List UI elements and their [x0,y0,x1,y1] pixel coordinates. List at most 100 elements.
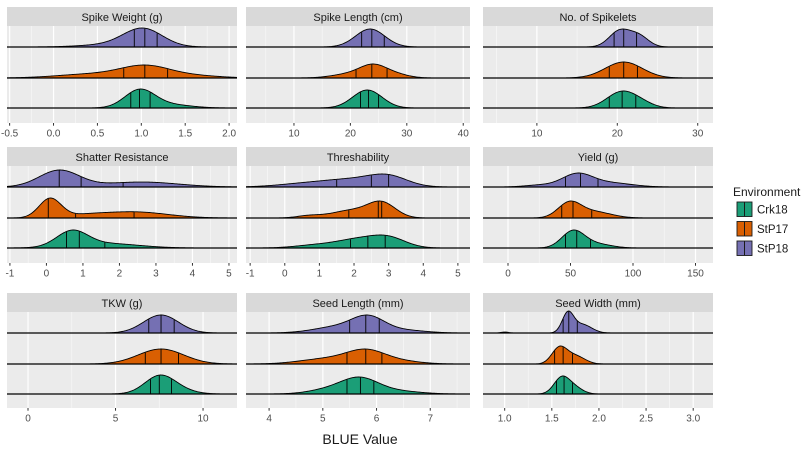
ridge-outline [246,234,470,249]
ridge-stp18 [6,169,238,188]
ridge-outline [483,172,713,188]
x-axis-tick-label: 5 [455,269,461,280]
ridge-crk18 [483,90,713,109]
x-axis-tick-label: 4 [266,414,272,425]
ridge-stp17 [246,200,470,219]
ridge-outline [246,63,470,79]
ridge-fill [246,349,470,364]
ridge-outline [245,348,470,365]
legend-title: Environment [733,185,801,199]
x-axis-tick-label: 0.5 [90,129,104,140]
ridge-outline [483,310,713,334]
ridge-stp17 [483,61,713,79]
x-axis-tick-label: 2.5 [639,414,653,425]
x-axis-tick-label: 40 [458,129,470,140]
x-axis-tick-label: 5 [226,269,232,280]
ridge-outline [246,28,470,48]
ridge-crk18 [483,375,713,395]
facet-strip [246,147,470,166]
ridge-fill [7,28,237,47]
x-axis-tick-label: 2.0 [222,129,236,140]
x-axis-tick-label: 150 [687,269,704,280]
ridge-fill [483,91,713,108]
ridge-stp18 [246,28,470,48]
facet-yield-g: Yield (g) 0 50 100 150 [483,147,713,280]
facet-title: Yield (g) [578,152,619,164]
facet-seed-length-mm: Seed Length (mm) 4 5 6 7 [245,293,471,425]
facet-strip [7,7,237,26]
facet-shatter-resistance: Shatter Resistance -1 0 1 2 3 4 5 [5,147,238,280]
ridge-crk18 [483,229,713,249]
ridge-fill [7,65,237,78]
x-axis-tick-label: 7 [427,414,433,425]
ridge-fill [7,349,237,364]
x-axis-tick-label: 1.5 [178,129,192,140]
facet-no-of-spikelets: No. of Spikelets 10 20 30 [483,7,713,140]
ridge-outline [483,61,713,79]
ridge-outline [7,88,238,109]
ridge-stp18 [245,173,470,188]
ridge-outline [246,376,470,395]
ridge-fill [7,375,237,394]
ridge-fill [246,64,470,78]
ridge-stp17 [483,345,713,365]
ridge-fill [246,90,470,108]
ridge-stp17 [7,348,238,365]
facet-threshability: Threshability -1 0 1 2 3 4 5 [246,147,470,280]
facet-spike-length-cm: Spike Length (cm) 10 20 30 40 [246,7,470,140]
ridge-fill [7,198,237,218]
ridge-stp17 [246,63,470,79]
x-axis-tick-label: 10 [531,129,543,140]
ridge-outline [483,229,713,249]
ridge-stp18 [483,310,713,334]
x-axis-tick-label: 3 [386,269,392,280]
ridge-crk18 [7,229,237,249]
x-axis-tick-label: 2.0 [592,414,606,425]
ridge-fill [7,315,237,333]
x-axis-tick-label: 50 [565,269,577,280]
facet-strip [483,147,713,166]
legend-label: Crk18 [757,205,788,217]
ridge-outline [246,200,470,219]
ridge-outline [246,89,470,109]
facet-seed-width-mm: Seed Width (mm) 1.0 1.5 2.0 2.5 3.0 [483,293,713,425]
x-axis-tick-label: 0 [282,269,288,280]
ridge-stp18 [483,28,713,48]
ridge-fill [246,201,470,218]
ridge-outline [6,169,238,188]
x-axis-tick-label: 1 [80,269,86,280]
x-axis-tick-label: 4 [420,269,426,280]
ridge-outline [6,64,238,79]
ridge-fill [7,89,237,108]
ridge-outline [7,27,237,48]
x-axis-tick-label: 30 [692,129,704,140]
x-axis-title: BLUE Value [322,431,397,447]
legend-entry-stp18: StP18 [736,240,788,256]
x-axis-tick-label: 20 [345,129,357,140]
ridge-outline [7,197,238,219]
facet-spike-weight-g: Spike Weight (g) -0.5 0.0 0.5 1.0 1.5 2.0 [1,7,238,140]
ridge-stp18 [7,27,237,48]
x-axis-tick-label: 0 [44,269,50,280]
legend-entry-stp17: StP17 [736,221,788,237]
ridge-outline [483,345,713,365]
x-axis-tick-label: 5 [320,414,326,425]
x-axis-tick-label: 6 [374,414,380,425]
x-axis-tick-label: 10 [197,414,209,425]
facet-title: Seed Width (mm) [555,298,641,310]
ridge-outline [483,375,713,395]
x-axis-tick-label: 1 [317,269,323,280]
ridge-stp17 [6,64,238,79]
facet-title: Shatter Resistance [76,152,169,164]
x-axis-tick-label: 30 [401,129,413,140]
ridge-stp17 [245,348,470,365]
facet-strip [483,7,713,26]
facet-strip [246,7,470,26]
ridge-outline [7,314,237,334]
facet-title: Spike Weight (g) [81,12,162,24]
ridge-fill [483,201,713,218]
x-axis-tick-label: -1 [246,269,255,280]
x-axis-tick-label: -1 [5,269,14,280]
x-axis-tick-label: 0 [505,269,511,280]
